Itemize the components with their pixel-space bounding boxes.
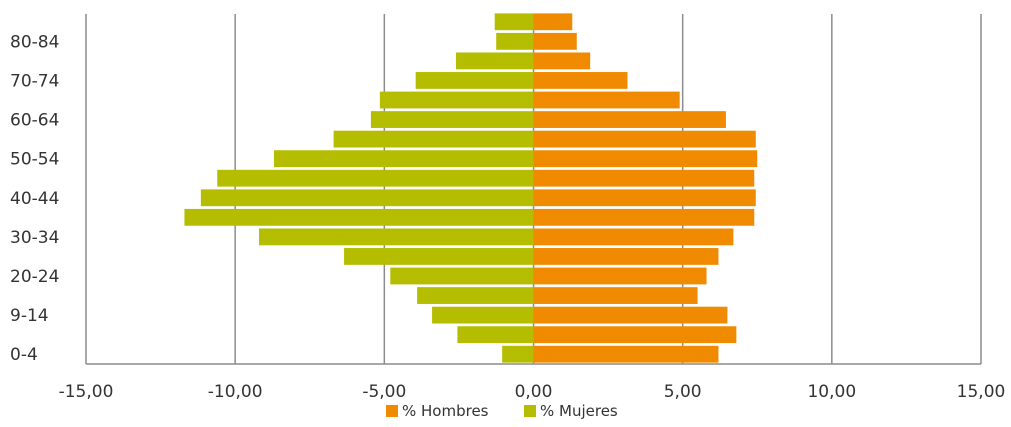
bar-hombres-9-14 — [533, 306, 728, 324]
bar-hombres-0-4 — [533, 345, 719, 363]
y-tick-label: 50-54 — [10, 150, 59, 170]
y-tick-label: 40-44 — [10, 189, 59, 209]
x-tick-label: -5,00 — [362, 382, 406, 402]
bar-mujeres-65-69 — [379, 91, 534, 109]
bar-hombres-40-44 — [533, 189, 756, 207]
legend-swatch — [524, 405, 536, 417]
bar-hombres-15-19 — [533, 287, 698, 304]
y-axis-labels: 0-4 9-14 20-24 30-34 40-44 50-54 60-64 70-74 80-… — [10, 32, 59, 365]
bar-mujeres-20-24 — [390, 267, 534, 285]
bar-mujeres-80-84 — [496, 32, 534, 50]
bar-mujeres-30-34 — [259, 228, 534, 246]
bar-mujeres-55-59 — [333, 130, 534, 148]
legend-label: % Hombres — [402, 402, 489, 420]
legend: % Hombres % Mujeres — [386, 402, 618, 420]
bar-hombres-65-69 — [533, 91, 680, 109]
bar-mujeres-35-39 — [184, 208, 534, 226]
x-tick-label: 15,00 — [957, 382, 1006, 402]
bar-mujeres-9-14 — [432, 306, 534, 324]
bar-mujeres-40-44 — [200, 189, 534, 207]
bar-hombres-70-74 — [533, 72, 628, 89]
bar-hombres-50-54 — [533, 150, 758, 168]
bar-hombres-25-29 — [533, 248, 719, 265]
bar-hombres-45-49 — [533, 169, 755, 187]
bar-hombres-55-59 — [533, 130, 756, 148]
y-tick-label: 0-4 — [10, 345, 38, 365]
bar-mujeres-5-8 — [457, 326, 534, 344]
legend-label: % Mujeres — [540, 402, 618, 420]
bar-mujeres-25-29 — [344, 248, 534, 265]
bar-mujeres-0-4 — [502, 345, 534, 363]
x-tick-label: -15,00 — [59, 382, 114, 402]
bar-mujeres-60-64 — [370, 111, 534, 128]
x-axis-labels: -15,00 -10,00 -5,00 0,00 5,00 10,00 15,00 — [59, 382, 1006, 402]
y-tick-label: 30-34 — [10, 228, 59, 248]
bar-mujeres-75-79 — [455, 52, 534, 70]
bar-hombres-85+ — [533, 13, 573, 31]
bar-hombres-20-24 — [533, 267, 707, 285]
y-tick-label: 60-64 — [10, 111, 59, 131]
bar-hombres-5-8 — [533, 326, 737, 344]
bar-hombres-30-34 — [533, 228, 734, 246]
x-tick-label: -10,00 — [208, 382, 263, 402]
bar-mujeres-70-74 — [415, 72, 534, 89]
bar-mujeres-45-49 — [217, 169, 534, 187]
bar-hombres-35-39 — [533, 208, 755, 226]
bars — [184, 13, 758, 363]
bar-hombres-75-79 — [533, 52, 591, 70]
x-tick-label: 5,00 — [664, 382, 702, 402]
legend-swatch — [386, 405, 398, 417]
bar-hombres-80-84 — [533, 32, 577, 50]
y-tick-label: 80-84 — [10, 32, 59, 52]
y-tick-label: 70-74 — [10, 71, 59, 91]
y-tick-label: 20-24 — [10, 267, 59, 287]
x-tick-label: 0,00 — [515, 382, 553, 402]
bar-mujeres-15-19 — [417, 287, 534, 304]
y-tick-label: 9-14 — [10, 306, 49, 326]
bar-mujeres-50-54 — [273, 150, 534, 168]
bar-mujeres-85+ — [494, 13, 534, 31]
bar-hombres-60-64 — [533, 111, 726, 128]
x-tick-label: 10,00 — [807, 382, 856, 402]
